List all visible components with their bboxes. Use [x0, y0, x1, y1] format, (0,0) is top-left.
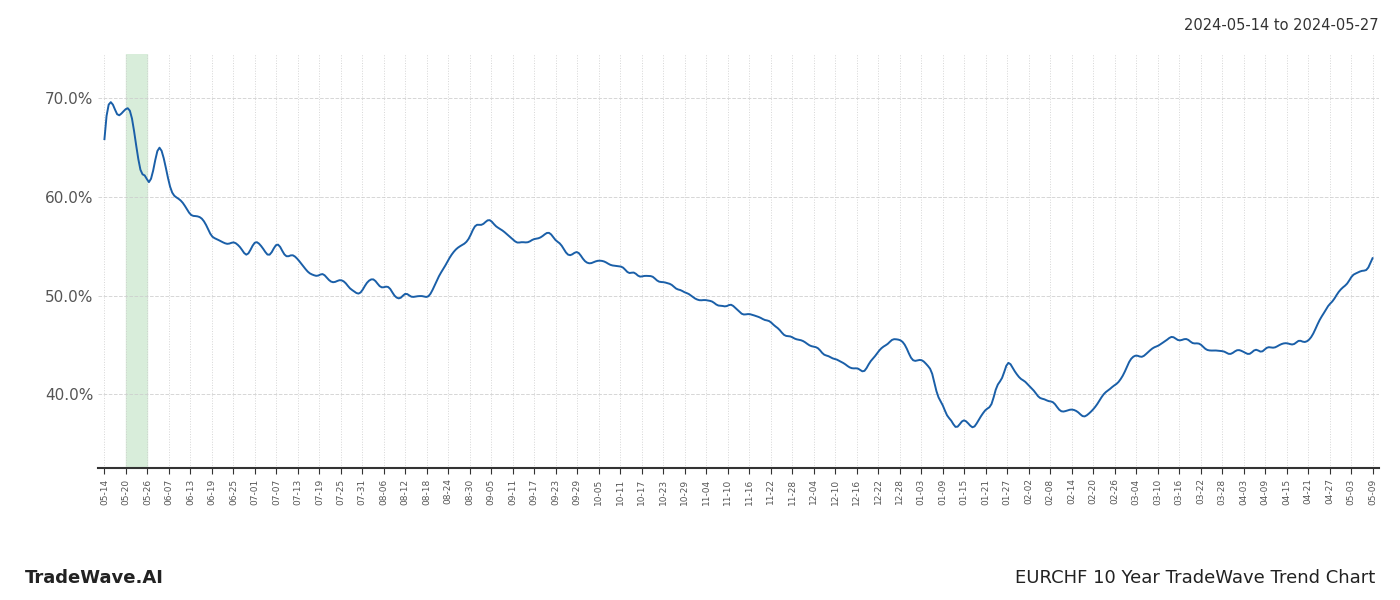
Text: 2024-05-14 to 2024-05-27: 2024-05-14 to 2024-05-27: [1184, 18, 1379, 33]
Text: EURCHF 10 Year TradeWave Trend Chart: EURCHF 10 Year TradeWave Trend Chart: [1015, 569, 1375, 587]
Text: TradeWave.AI: TradeWave.AI: [25, 569, 164, 587]
Bar: [126, 54, 147, 468]
